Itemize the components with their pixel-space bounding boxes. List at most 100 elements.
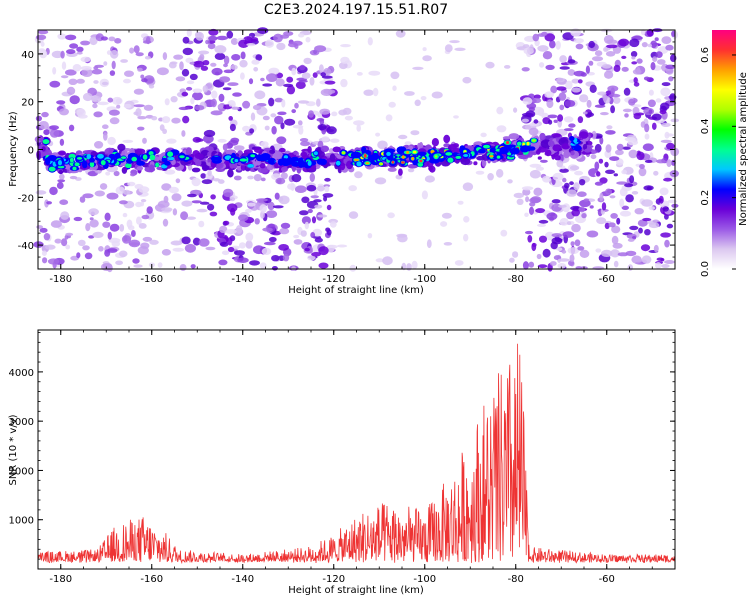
spectrogram-cell xyxy=(627,139,639,146)
spectrogram-cell xyxy=(551,133,562,138)
spectrogram-cell xyxy=(582,143,588,151)
spectrogram-cell xyxy=(507,152,512,156)
spectrogram-cell xyxy=(356,124,362,132)
spectrogram-cell xyxy=(354,158,359,162)
spectrogram-cell xyxy=(324,185,330,193)
spectrogram-cell xyxy=(149,154,156,161)
spectrogram-cell xyxy=(639,164,645,169)
spectrogram-cell xyxy=(77,114,88,119)
spectrogram-cell xyxy=(449,40,460,44)
spectrogram-cell xyxy=(615,149,624,156)
spectrogram-cell xyxy=(398,168,403,176)
spectrogram-cell xyxy=(214,45,227,54)
spectrogram-cell xyxy=(202,165,210,170)
spectrogram-cell xyxy=(142,40,152,44)
spectrogram-cell xyxy=(661,36,672,44)
spectrogram-cell xyxy=(613,64,621,72)
x-tick-label: -140 xyxy=(231,574,254,585)
spectrogram-cell xyxy=(304,247,310,252)
spectrogram-cell xyxy=(65,69,77,76)
spectrogram-cell xyxy=(266,73,278,82)
spectrogram-cell xyxy=(608,93,621,98)
spectrogram-cell xyxy=(546,212,558,221)
spectrogram-cell xyxy=(324,177,331,182)
spectrogram-cell xyxy=(644,159,653,163)
spectrogram-cell xyxy=(504,65,511,69)
spectrogram-cell xyxy=(525,196,530,203)
spectrogram-cell xyxy=(275,177,286,185)
spectrogram-cell xyxy=(426,239,432,249)
spectrogram-cell xyxy=(454,47,466,51)
spectrogram-cell xyxy=(94,190,106,197)
spectrogram-cell xyxy=(313,199,322,203)
spectrogram-cell xyxy=(513,107,518,113)
spectrogram-cell xyxy=(221,250,230,256)
spectrogram-cell xyxy=(549,261,557,266)
spectrogram-cell xyxy=(551,237,563,245)
spectrogram-cell xyxy=(627,264,633,271)
spectrogram-cell xyxy=(539,62,545,68)
spectrogram-cell xyxy=(596,217,607,225)
spectrogram-cell xyxy=(624,183,634,188)
spectrogram-cell xyxy=(559,104,565,111)
spectrogram-cell xyxy=(107,231,113,240)
spectrogram-cell xyxy=(568,123,576,128)
spectrogram-cell xyxy=(138,186,150,194)
spectrogram-cell xyxy=(260,77,265,82)
spectrogram-cell xyxy=(574,239,581,247)
spectrogram-cell xyxy=(260,141,269,148)
spectrogram-cell xyxy=(200,65,209,71)
spectrogram-cell xyxy=(242,100,251,109)
spectrogram-cell xyxy=(431,138,439,147)
spectrogram-cell xyxy=(445,152,453,156)
spectrogram-cell xyxy=(655,262,662,269)
spectrogram-cell xyxy=(161,207,173,212)
spectrogram-cell xyxy=(463,233,469,242)
spectrogram-cell xyxy=(578,206,586,213)
spectrogram-cell xyxy=(39,227,48,233)
spectrogram-cell xyxy=(79,196,86,203)
spectrogram-cell xyxy=(321,136,330,142)
spectrogram-cell xyxy=(529,206,534,215)
spectrogram-cell xyxy=(489,155,494,158)
spectrogram-cell xyxy=(621,169,628,175)
spectrogram-cell xyxy=(485,61,495,69)
spectrogram-cell xyxy=(422,47,427,52)
spectrogram-cell xyxy=(579,94,589,103)
spectrogram-cell xyxy=(632,106,640,115)
spectrogram-cell xyxy=(36,154,41,160)
spectrogram-cell xyxy=(130,173,136,177)
spectrogram-cell xyxy=(278,195,290,205)
spectrogram-cell xyxy=(108,153,117,159)
spectrogram-cell xyxy=(595,248,602,253)
spectrogram-cell xyxy=(314,204,323,209)
spectrogram-cell xyxy=(522,97,533,105)
spectrogram-cell xyxy=(187,193,197,198)
spectrogram-cell xyxy=(340,78,348,88)
y-tick-label: 0 xyxy=(28,146,34,157)
spectrogram-cell xyxy=(291,109,297,114)
spectrogram-cell xyxy=(278,147,286,153)
spectrogram-cell xyxy=(582,111,588,115)
spectrogram-cell xyxy=(323,89,336,95)
spectrogram-cell xyxy=(363,154,367,158)
spectrogram-cell xyxy=(291,67,297,76)
spectrogram-cell xyxy=(636,151,645,161)
spectrogram-cell xyxy=(295,81,306,89)
spectrogram-cell xyxy=(573,144,582,152)
spectrogram-cell xyxy=(537,264,548,269)
spectrogram-cell xyxy=(631,191,639,195)
spectrogram-cell xyxy=(248,78,254,85)
spectrogram-cell xyxy=(173,54,184,60)
spectrogram-cell xyxy=(324,80,336,85)
spectrogram-cell xyxy=(569,136,575,141)
spectrogram-cell xyxy=(520,145,530,153)
spectrogram-cell xyxy=(49,80,61,88)
spectrogram-cell xyxy=(218,259,228,266)
spectrogram-cell xyxy=(630,51,638,58)
spectrogram-cell xyxy=(563,150,571,159)
spectrogram-cell xyxy=(190,61,195,65)
spectrogram-cell xyxy=(537,223,546,227)
spectrogram-cell xyxy=(576,191,587,197)
spectrogram-cell xyxy=(238,39,250,48)
